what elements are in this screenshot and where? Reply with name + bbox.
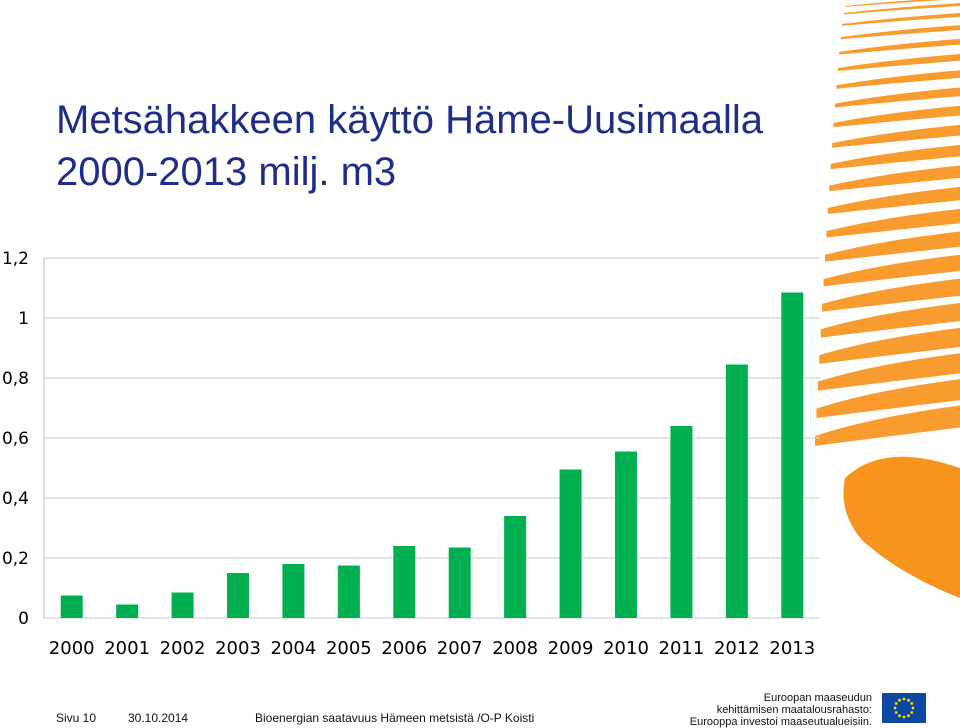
x-tick-label: 2009 [548,638,594,659]
x-tick-label: 2011 [659,638,705,659]
swoosh-stroke [819,327,960,364]
swoosh-stroke [823,254,960,287]
swoosh-stroke [839,38,960,55]
y-tick-label: 1,2 [2,249,29,269]
x-tick-label: 2010 [603,638,649,659]
y-tick-label: 0,6 [2,429,29,449]
x-tick-label: 2008 [492,638,538,659]
swoosh-stroke [825,231,960,262]
swoosh-stroke [827,186,960,215]
bar [615,451,637,618]
swoosh-stroke [832,124,960,148]
bar [504,516,527,618]
swoosh-stroke [836,70,960,89]
x-tick-label: 2000 [49,638,95,659]
bar [60,595,83,618]
swoosh-stroke [822,278,960,312]
x-tick-label: 2006 [381,638,427,659]
x-tick-label: 2002 [160,638,206,659]
swoosh-stroke [842,13,960,26]
swoosh-stroke [816,379,960,419]
swoosh-stroke [843,3,960,15]
swoosh-blob [843,456,960,599]
x-tick-label: 2007 [437,638,483,659]
swoosh-stroke [815,405,960,446]
bar [559,469,582,618]
y-axis-ticks: 0 0,2 0,4 0,6 0,8 1 1,2 [2,249,29,629]
swoosh-stroke [835,87,960,108]
chart-gridlines [43,257,820,619]
bar-chart: 00,20,40,60,811,2 2000 2001 2002 2003 2004 20… [2,249,820,659]
swoosh-stroke [817,353,960,391]
x-tick-label: 2013 [769,638,815,659]
x-tick-label: 2003 [215,638,261,659]
bar [670,426,693,618]
bar [393,546,416,618]
swoosh-stroke [830,144,960,170]
bar [227,573,249,618]
bar [448,547,471,618]
y-tick-label: 0 [18,609,29,629]
y-tick-label: 0,2 [2,549,29,569]
y-tick-label: 0,8 [2,369,29,389]
swoosh-stroke [840,25,960,40]
x-tick-label: 2005 [326,638,372,659]
y-tick-label: 1 [18,309,29,329]
chart-bars [60,292,804,618]
x-tick-label: 2004 [271,638,317,659]
bar [337,565,360,618]
bar [116,604,139,618]
swoosh-stroke [837,53,960,71]
bar [781,292,804,618]
bar [282,564,305,618]
swoosh-strokes [815,0,960,446]
page-title: Metsähakkeen käyttö Häme-Uusimaalla 2000… [56,94,763,198]
y-tick-label: 0,4 [2,489,29,509]
bar [725,364,748,618]
x-tick-label: 2001 [104,638,150,659]
title-line-1: Metsähakkeen käyttö Häme-Uusimaalla [56,98,763,142]
title-line-2: 2000-2013 milj. m3 [56,150,397,194]
swoosh-stroke [820,302,960,338]
swoosh-stroke [833,105,960,128]
swoosh-stroke [826,208,960,238]
x-axis-ticks: 2000 2001 2002 2003 2004 2005 2006 2007 2008 2009… [49,638,815,659]
x-tick-label: 2012 [714,638,760,659]
swoosh-stroke [829,165,960,192]
bar [171,592,194,618]
